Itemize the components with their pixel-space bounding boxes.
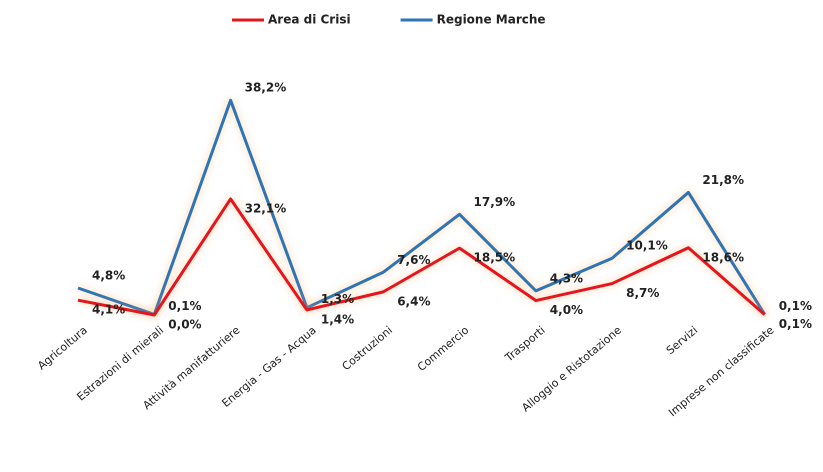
data-label: 32,1% [245, 201, 287, 215]
x-tick-label: Costruzioni [340, 324, 396, 374]
data-label: 21,8% [702, 173, 744, 187]
data-label: 0,0% [168, 318, 201, 332]
legend-label: Area di Crisi [268, 13, 351, 27]
data-label: 8,7% [626, 286, 659, 300]
data-label: 38,2% [245, 81, 287, 95]
data-label: 4,0% [550, 303, 583, 317]
data-label: 4,8% [92, 269, 125, 283]
data-label: 0,1% [779, 299, 812, 313]
data-label: 6,4% [397, 294, 430, 308]
data-label: 0,1% [168, 299, 201, 313]
data-label: 10,1% [626, 239, 668, 253]
data-label: 18,6% [702, 250, 744, 264]
data-label: 4,1% [92, 303, 125, 317]
series-line [77, 197, 766, 317]
x-tick-label: Commercio [415, 323, 472, 373]
data-label: 18,5% [474, 251, 516, 265]
data-label: 1,3% [321, 292, 354, 306]
data-label: 1,4% [321, 312, 354, 326]
x-tick-label: Servizi [664, 324, 700, 358]
x-tick-label: Trasporti [502, 324, 548, 365]
series-line [77, 98, 766, 316]
data-label: 4,3% [550, 271, 583, 285]
legend-label: Regione Marche [437, 13, 546, 27]
data-label: 7,6% [397, 253, 430, 267]
x-tick-label: Agricoltura [35, 324, 90, 373]
data-label: 0,1% [779, 317, 812, 331]
data-label: 17,9% [474, 195, 516, 209]
